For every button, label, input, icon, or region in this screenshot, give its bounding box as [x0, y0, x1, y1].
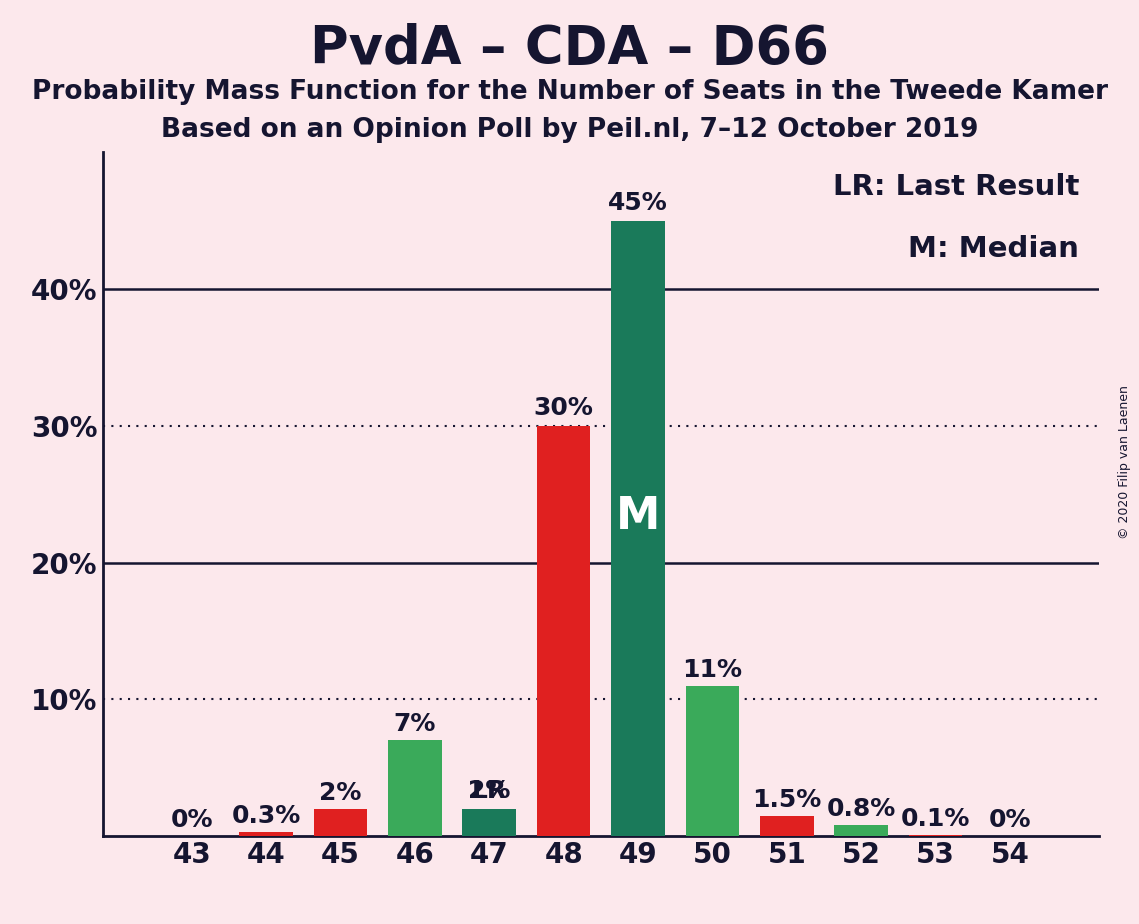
Text: © 2020 Filip van Laenen: © 2020 Filip van Laenen: [1118, 385, 1131, 539]
Bar: [686, 686, 739, 836]
Bar: [313, 808, 367, 836]
Text: LR: LR: [472, 780, 507, 803]
Text: LR: Last Result: LR: Last Result: [833, 173, 1079, 201]
Text: 0.1%: 0.1%: [901, 807, 970, 831]
Text: 2%: 2%: [468, 751, 510, 803]
Bar: [909, 835, 962, 836]
Text: Probability Mass Function for the Number of Seats in the Tweede Kamer: Probability Mass Function for the Number…: [32, 79, 1107, 104]
Bar: [239, 833, 293, 836]
Text: PvdA – CDA – D66: PvdA – CDA – D66: [310, 23, 829, 75]
Text: 0%: 0%: [989, 808, 1031, 833]
Text: 7%: 7%: [394, 712, 436, 736]
Text: M: Median: M: Median: [908, 235, 1079, 262]
Bar: [388, 740, 442, 836]
Bar: [760, 816, 813, 836]
Text: 45%: 45%: [608, 191, 667, 215]
Bar: [462, 808, 516, 836]
Text: 0.8%: 0.8%: [827, 797, 895, 821]
Text: M: M: [616, 494, 661, 538]
Text: 2%: 2%: [319, 781, 362, 805]
Bar: [835, 825, 888, 836]
Text: 30%: 30%: [534, 396, 593, 420]
Bar: [536, 426, 590, 836]
Text: 1.5%: 1.5%: [752, 787, 821, 811]
Text: Based on an Opinion Poll by Peil.nl, 7–12 October 2019: Based on an Opinion Poll by Peil.nl, 7–1…: [161, 117, 978, 143]
Bar: [612, 221, 665, 836]
Text: 11%: 11%: [682, 658, 743, 682]
Text: 0%: 0%: [171, 808, 213, 833]
Text: 0.3%: 0.3%: [231, 804, 301, 828]
